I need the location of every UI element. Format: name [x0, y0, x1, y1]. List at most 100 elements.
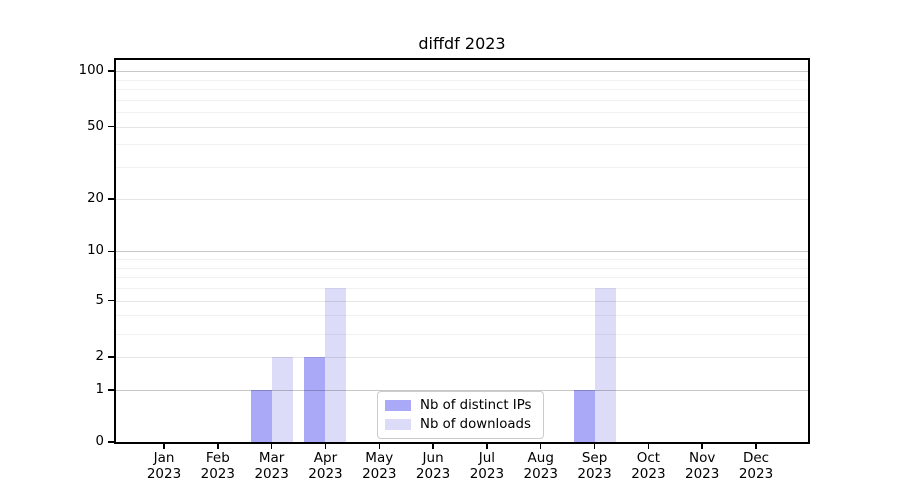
- y-gridline-minor-9: [116, 259, 808, 261]
- x-tick-dec: [755, 444, 757, 449]
- x-tick-year: 2023: [146, 466, 182, 482]
- x-tick-mar: [270, 444, 273, 449]
- y-gridline-50: [116, 126, 808, 128]
- y-gridline-minor-40: [116, 144, 808, 146]
- bar-downloads-sep-2023: [594, 288, 616, 442]
- x-tick-label-sep: Sep 2023: [559, 450, 631, 482]
- x-tick-year: 2023: [523, 466, 558, 482]
- x-tick-month: Sep: [581, 450, 608, 466]
- x-tick-label-dec: Dec 2023: [720, 450, 792, 482]
- legend-item-distinct-ips: Nb of distinct IPs: [385, 398, 535, 413]
- x-tick-year: 2023: [362, 466, 397, 482]
- x-tick-year: 2023: [631, 466, 666, 482]
- x-tick-month: Feb: [205, 450, 230, 466]
- y-gridline-minor-30: [116, 167, 808, 169]
- x-tick-month: Aug: [527, 450, 554, 466]
- x-tick-sep: [593, 444, 596, 449]
- y-gridline-minor-90: [116, 79, 808, 81]
- x-tick-month: Mar: [258, 450, 285, 466]
- x-tick-aug: [539, 444, 542, 449]
- x-tick-label-mar: Mar 2023: [236, 450, 308, 482]
- x-tick-month: Jul: [478, 450, 496, 466]
- y-tick-1: [108, 389, 114, 391]
- x-tick-label-jan: Jan 2023: [128, 450, 200, 482]
- y-gridline-minor-70: [116, 99, 808, 101]
- y-tick-label-50: 50: [87, 118, 104, 134]
- grid-layer: [116, 60, 808, 442]
- x-tick-month: Nov: [689, 450, 716, 466]
- x-tick-month: Oct: [636, 450, 661, 466]
- y-tick-100: [108, 70, 114, 72]
- y-gridline-5: [116, 300, 808, 302]
- y-gridline-minor-6: [116, 288, 808, 290]
- bar-distinct-ips-sep-2023: [573, 390, 595, 442]
- x-tick-feb: [217, 444, 219, 449]
- chart-title: diffdf 2023: [418, 34, 506, 53]
- y-tick-2: [108, 356, 114, 358]
- x-tick-label-may: May 2023: [343, 450, 415, 482]
- x-tick-label-jun: Jun 2023: [397, 450, 469, 482]
- y-tick-20: [108, 198, 114, 200]
- y-tick-5: [108, 299, 114, 302]
- y-tick-label-0: 0: [95, 434, 104, 449]
- y-gridline-minor-4: [116, 315, 808, 317]
- y-tick-label-1: 1: [95, 382, 104, 397]
- legend-swatch-downloads: [385, 419, 411, 430]
- legend-swatch-distinct-ips: [385, 400, 411, 411]
- y-tick-label-20: 20: [87, 190, 104, 206]
- y-tick-50: [108, 125, 114, 128]
- bar-downloads-apr-2023: [325, 288, 347, 442]
- x-tick-year: 2023: [200, 466, 235, 482]
- x-tick-label-aug: Aug 2023: [505, 450, 577, 482]
- x-tick-year: 2023: [308, 466, 343, 482]
- x-tick-year: 2023: [415, 466, 451, 482]
- x-tick-label-jul: Jul 2023: [451, 450, 523, 482]
- x-tick-month: Dec: [742, 450, 770, 466]
- x-tick-apr: [324, 444, 327, 449]
- y-tick-label-2: 2: [95, 349, 104, 365]
- y-gridline-minor-7: [116, 277, 808, 279]
- y-gridline-2: [116, 357, 808, 359]
- legend-label-distinct-ips: Nb of distinct IPs: [420, 398, 532, 413]
- x-tick-jan: [163, 444, 165, 449]
- y-tick-label-10: 10: [87, 243, 104, 259]
- y-tick-label-100: 100: [78, 63, 104, 79]
- y-tick-0: [108, 441, 114, 443]
- x-tick-label-nov: Nov 2023: [666, 450, 738, 482]
- legend-label-downloads: Nb of downloads: [420, 417, 531, 432]
- x-tick-year: 2023: [469, 466, 505, 482]
- y-gridline-minor-60: [116, 112, 808, 114]
- x-tick-year: 2023: [685, 466, 720, 482]
- bar-distinct-ips-apr-2023: [304, 357, 326, 442]
- legend: Nb of distinct IPs Nb of downloads: [377, 391, 544, 439]
- x-tick-jun: [432, 444, 434, 449]
- y-gridline-minor-3: [116, 333, 808, 335]
- x-tick-month: Apr: [313, 450, 338, 466]
- y-gridline-100: [116, 71, 808, 73]
- bars-layer: [116, 60, 808, 442]
- y-gridline-minor-80: [116, 88, 808, 90]
- x-tick-month: Jan: [153, 450, 175, 466]
- y-tick-10: [108, 250, 114, 253]
- bar-downloads-mar-2023: [271, 357, 293, 442]
- x-tick-label-apr: Apr 2023: [289, 450, 361, 482]
- plot-area: [114, 58, 810, 444]
- y-gridline-10: [116, 251, 808, 253]
- y-gridline-20: [116, 198, 808, 200]
- x-tick-jul: [486, 444, 488, 449]
- y-gridline-1: [116, 390, 808, 391]
- x-tick-may: [378, 444, 381, 449]
- x-tick-oct: [647, 444, 650, 449]
- x-tick-year: 2023: [577, 466, 612, 482]
- bar-distinct-ips-mar-2023: [250, 390, 272, 442]
- x-tick-year: 2023: [254, 466, 289, 482]
- y-tick-label-5: 5: [95, 292, 104, 308]
- y-gridline-minor-8: [116, 267, 808, 269]
- x-tick-month: May: [365, 450, 394, 466]
- x-tick-month: Jun: [422, 450, 444, 466]
- x-tick-label-feb: Feb 2023: [182, 450, 254, 482]
- legend-item-downloads: Nb of downloads: [385, 417, 535, 432]
- x-tick-nov: [701, 444, 703, 449]
- x-tick-year: 2023: [738, 466, 774, 482]
